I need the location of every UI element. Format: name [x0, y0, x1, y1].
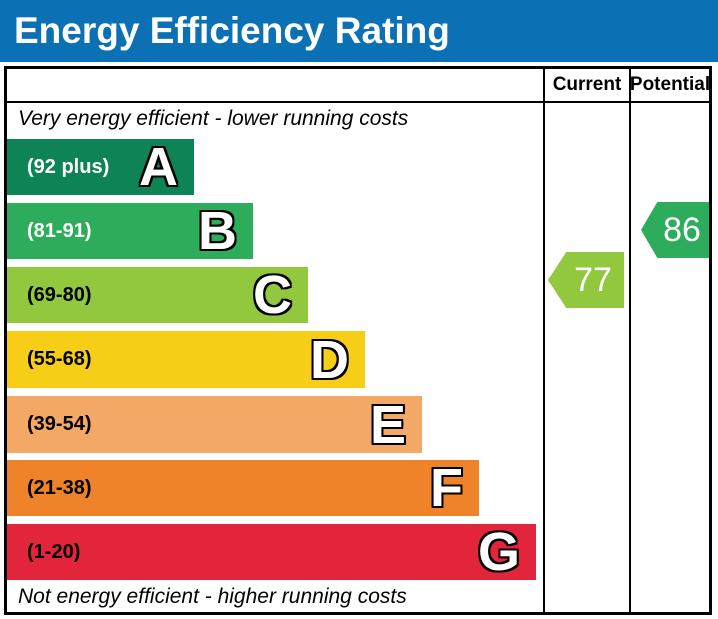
band-b-letter: B	[198, 201, 237, 261]
caption-not-efficient: Not energy efficient - higher running co…	[18, 585, 407, 608]
band-a-range: (92 plus)	[27, 155, 110, 178]
current-rating-arrow: 77	[548, 252, 624, 308]
column-header-potential: Potential	[629, 74, 711, 95]
band-b-range: (81-91)	[27, 219, 92, 242]
header-divider	[7, 101, 709, 103]
band-a: (92 plus) A	[7, 139, 194, 195]
current-rating-value: 77	[574, 260, 612, 299]
band-c-range: (69-80)	[27, 283, 92, 306]
band-e-range: (39-54)	[27, 413, 92, 435]
column-divider-current	[543, 69, 545, 612]
band-b: (81-91) B	[7, 203, 253, 259]
rating-table: Current Potential Very energy efficient …	[4, 66, 712, 615]
band-c-letter: C	[253, 265, 292, 325]
band-g: (1-20) G	[7, 524, 536, 580]
band-f-letter: F	[430, 458, 463, 518]
band-f-range: (21-38)	[27, 476, 92, 499]
band-g-range: (1-20)	[27, 540, 81, 563]
potential-rating-arrow: 86	[641, 202, 709, 258]
column-divider-potential	[629, 69, 631, 612]
band-a-letter: A	[139, 137, 178, 197]
band-f: (21-38) F	[7, 460, 479, 516]
band-d-range: (55-68)	[27, 348, 92, 370]
band-d: (55-68) D	[7, 331, 365, 388]
band-d-letter: D	[310, 329, 349, 390]
band-e: (39-54) E	[7, 396, 422, 453]
caption-very-efficient: Very energy efficient - lower running co…	[18, 107, 409, 130]
title-bar: Energy Efficiency Rating	[0, 0, 718, 62]
column-header-current: Current	[552, 74, 622, 95]
potential-rating-value: 86	[663, 210, 701, 249]
band-g-letter: G	[477, 522, 520, 582]
page-title: Energy Efficiency Rating	[14, 10, 450, 51]
band-c: (69-80) C	[7, 267, 308, 323]
band-e-letter: E	[369, 394, 406, 455]
